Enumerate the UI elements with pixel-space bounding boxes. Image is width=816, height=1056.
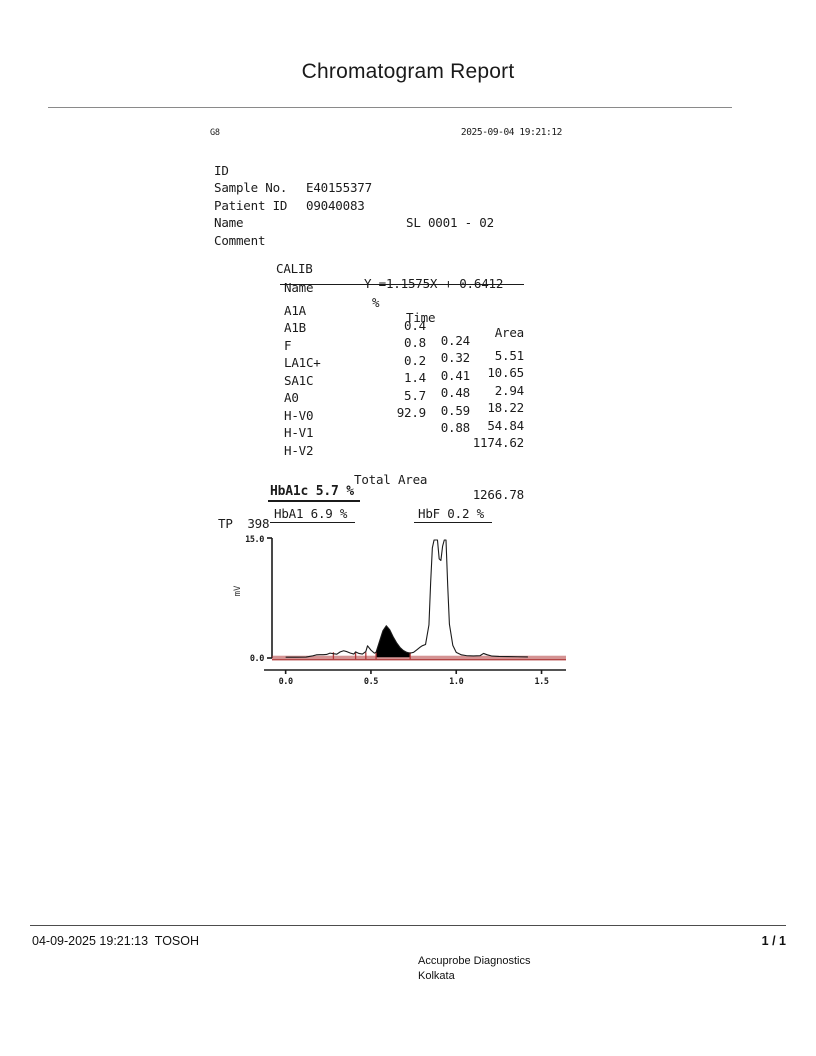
peak-percent: 1.4 — [404, 370, 426, 385]
peak-percent: 0.8 — [404, 335, 426, 350]
column-header-percent: % — [372, 294, 380, 310]
column-header-name: Name — [284, 279, 314, 295]
peak-name: A1A — [284, 302, 306, 318]
tp-value: 398 — [247, 516, 270, 531]
table-row: F 0.2 0.41 2.94 — [276, 323, 528, 398]
table-header-divider — [280, 283, 524, 285]
info-row-id: ID E40155377 — [210, 144, 570, 196]
total-area-value: 1266.78 — [472, 487, 524, 502]
table-row: H-V1 — [276, 410, 528, 440]
table-row: SA1C 5.7 0.59 54.84 — [276, 358, 528, 433]
info-label-sample-no: Sample No. — [214, 180, 288, 195]
results-summary: HbA1c 5.7 % HbA1 6.9 % HbF 0.2 % — [256, 484, 536, 532]
laboratory-city: Kolkata — [418, 970, 455, 982]
info-row-name: Name — [210, 197, 570, 230]
info-label-patient-id: Patient ID — [214, 197, 288, 213]
svg-text:1.0: 1.0 — [449, 677, 463, 686]
device-model-label: G8 — [210, 128, 220, 138]
peak-name: SA1C — [284, 372, 314, 388]
info-row-patient-id: Patient ID — [210, 179, 570, 213]
peak-name: H-V0 — [284, 407, 314, 423]
total-protein-label: TP 398 — [218, 516, 269, 531]
peak-name: H-V1 — [284, 425, 314, 440]
peak-table: CALIB Y =1.1575X + 0.6412 Name % Time Ar… — [276, 246, 528, 503]
table-row: A1B 0.8 0.32 10.65 — [276, 305, 528, 380]
peak-name: F — [284, 337, 292, 353]
table-row: LA1C+ 1.4 0.48 18.22 — [276, 340, 528, 415]
peak-area: 2.94 — [494, 382, 525, 398]
peak-percent: 0.2 — [404, 352, 426, 368]
peak-area: 54.84 — [487, 417, 524, 433]
info-value-sample-no: 09040083 — [306, 197, 365, 213]
laboratory-info: Accuprobe Diagnostics Kolkata — [418, 954, 531, 984]
table-row: A0 92.9 0.88 1174.62 — [276, 375, 528, 450]
peak-name: H-V2 — [284, 442, 314, 458]
hba1c-result: HbA1c 5.7 % — [268, 484, 360, 502]
info-label-id: ID — [214, 162, 229, 178]
peak-area: 10.65 — [487, 365, 524, 380]
info-label-comment: Comment — [214, 232, 266, 248]
info-value-id: E40155377 — [306, 180, 372, 195]
peak-name: A1B — [284, 320, 306, 335]
info-label-name: Name — [214, 215, 244, 230]
peak-percent: 92.9 — [396, 405, 427, 420]
peak-time: 0.59 — [440, 402, 471, 418]
table-row: H-V2 — [276, 428, 528, 458]
footer-divider — [30, 925, 786, 926]
device-header: G8 2025-09-04 19:21:12 — [210, 126, 570, 140]
calibration-label: CALIB — [276, 260, 313, 276]
footer-timestamp: 04-09-2025 19:21:13 TOSOH — [32, 934, 200, 948]
peak-area: 18.22 — [487, 400, 524, 415]
calibration-equation: Y =1.1575X + 0.6412 — [364, 275, 504, 291]
laboratory-name: Accuprobe Diagnostics — [418, 955, 531, 967]
svg-text:0.0: 0.0 — [250, 654, 264, 664]
svg-text:mV: mV — [233, 585, 243, 596]
svg-text:0.0: 0.0 — [279, 677, 293, 686]
column-header-area: Area — [494, 324, 525, 340]
column-header-time: Time — [406, 309, 436, 325]
hbf-result: HbF 0.2 % — [414, 506, 492, 523]
table-header-row: Name % Time Area — [276, 265, 528, 340]
total-area-row: Total Area 1266.78 — [276, 457, 528, 502]
svg-text:15.0: 15.0 — [245, 535, 264, 545]
tp-abbrev: TP — [218, 516, 233, 531]
peak-time: 0.24 — [440, 332, 471, 348]
calibration-row: CALIB Y =1.1575X + 0.6412 — [276, 246, 528, 291]
peak-time: 0.88 — [440, 420, 471, 435]
svg-text:1.5: 1.5 — [534, 677, 548, 686]
total-area-label: Total Area — [354, 472, 428, 487]
table-row: H-V0 — [276, 393, 528, 423]
peak-name: LA1C+ — [284, 355, 321, 370]
peak-area: 1174.62 — [472, 435, 524, 450]
peak-area: 5.51 — [494, 347, 525, 363]
peak-time: 0.48 — [440, 385, 471, 400]
report-body: G8 2025-09-04 19:21:12 ID E40155377 Samp… — [210, 126, 570, 532]
page-title: Chromatogram Report — [301, 60, 515, 83]
hba1-result: HbA1 6.9 % — [270, 506, 356, 523]
peak-percent: 5.7 — [404, 387, 426, 403]
info-row-comment: Comment — [210, 214, 570, 248]
patient-info-block: ID E40155377 Sample No. 09040083 SL 0001… — [210, 144, 570, 248]
svg-text:0.5: 0.5 — [364, 677, 378, 686]
info-value-rack-position: SL 0001 - 02 — [406, 215, 494, 230]
footer-page-number: 1 / 1 — [761, 934, 786, 948]
peak-time: 0.32 — [440, 350, 471, 365]
peak-time: 0.41 — [440, 367, 471, 383]
analysis-timestamp: 2025-09-04 19:21:12 — [460, 127, 562, 138]
peak-percent: 0.4 — [404, 317, 426, 333]
header-divider — [48, 107, 732, 108]
info-row-sample-no: Sample No. 09040083 SL 0001 - 02 — [210, 162, 570, 230]
peak-name: A0 — [284, 390, 299, 405]
table-row: A1A 0.4 0.24 5.51 — [276, 288, 528, 363]
